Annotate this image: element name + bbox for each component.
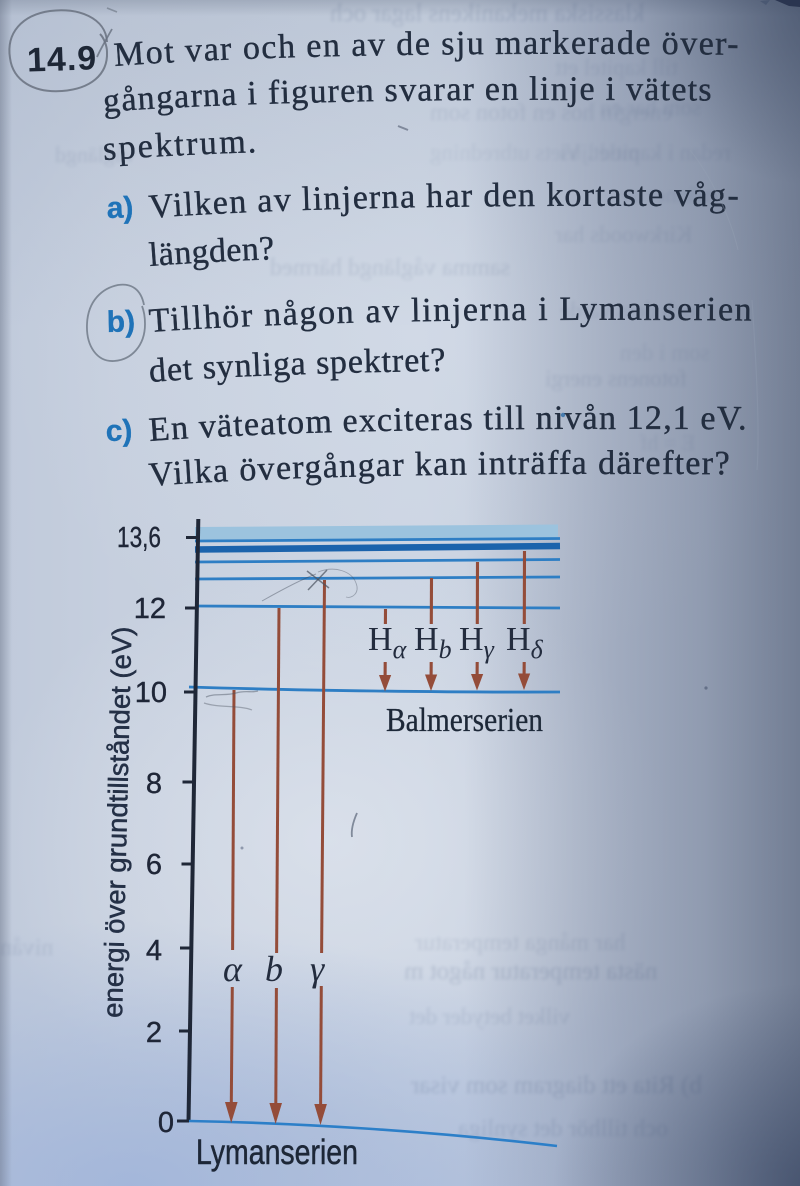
svg-text:13,6: 13,6 [117,522,161,554]
svg-text:2: 2 [146,1017,162,1049]
svg-text:Hb: Hb [414,621,452,664]
svg-text:b): b) [106,305,135,339]
svg-text:längden?: längden? [148,230,275,274]
svg-text:10: 10 [135,677,167,709]
svg-text:Lymanserien: Lymanserien [196,1133,358,1172]
svg-text:0: 0 [158,1107,174,1139]
svg-text:Hγ: Hγ [459,621,495,664]
svg-text:spektrum.: spektrum. [102,123,257,168]
svg-text:Hα: Hα [368,621,408,664]
svg-text:b: b [265,949,283,989]
svg-text:α: α [223,949,243,989]
svg-text:a): a) [106,191,134,225]
svg-text:4: 4 [146,935,162,967]
svg-text:energi över grundtillståndet (: energi över grundtillståndet (eV) [97,626,138,1018]
svg-text:6: 6 [146,849,162,881]
svg-text:8: 8 [146,768,162,800]
svg-text:γ: γ [310,949,325,989]
svg-text:Balmerserien: Balmerserien [386,702,543,739]
svg-text:c): c) [105,414,133,448]
svg-text:12: 12 [134,593,166,625]
svg-text:Hδ: Hδ [506,621,544,664]
